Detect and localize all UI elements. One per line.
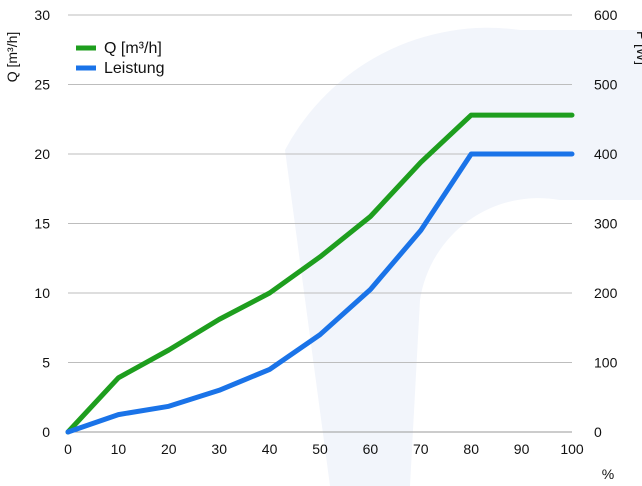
series-group [65, 112, 575, 435]
x-tick-label: 20 [161, 441, 177, 457]
legend-label: Leistung [104, 60, 165, 77]
series-line-2 [65, 151, 575, 435]
y-axis-title-right: P [W] [634, 31, 642, 65]
y-tick-label-left: 25 [34, 77, 50, 93]
watermark-arc-shape [285, 27, 642, 486]
x-tick-label: 70 [413, 441, 429, 457]
x-tick-label: 40 [262, 441, 278, 457]
y-tick-label-right: 0 [594, 424, 602, 440]
x-tick-label: 60 [363, 441, 379, 457]
x-tick-label: 100 [560, 441, 584, 457]
series-line-1 [65, 112, 575, 435]
y-tick-label-left: 20 [34, 146, 50, 162]
x-tick-label: 30 [211, 441, 227, 457]
y-tick-label-right: 600 [594, 7, 618, 23]
x-axis-title: % [602, 466, 614, 482]
x-tick-label: 10 [111, 441, 127, 457]
y-tick-label-left: 5 [42, 355, 50, 371]
y-tick-label-left: 30 [34, 7, 50, 23]
x-tick-label: 90 [514, 441, 530, 457]
y-tick-label-right: 400 [594, 146, 618, 162]
grid [68, 14, 572, 433]
y-tick-label-left: 10 [34, 285, 50, 301]
watermark [285, 27, 642, 486]
legend-label: Q [m³/h] [104, 40, 162, 57]
legend: Q [m³/h] Leistung [76, 40, 165, 77]
y-tick-label-left: 15 [34, 216, 50, 232]
x-tick-label: 0 [64, 441, 72, 457]
x-tick-label: 50 [312, 441, 328, 457]
y-tick-label-right: 200 [594, 285, 618, 301]
y-tick-label-right: 300 [594, 216, 618, 232]
y-tick-label-right: 500 [594, 77, 618, 93]
y-axis-title-left: Q [m³/h] [4, 32, 20, 83]
y-tick-label-right: 100 [594, 355, 618, 371]
x-tick-label: 80 [463, 441, 479, 457]
y-tick-label-left: 0 [42, 424, 50, 440]
